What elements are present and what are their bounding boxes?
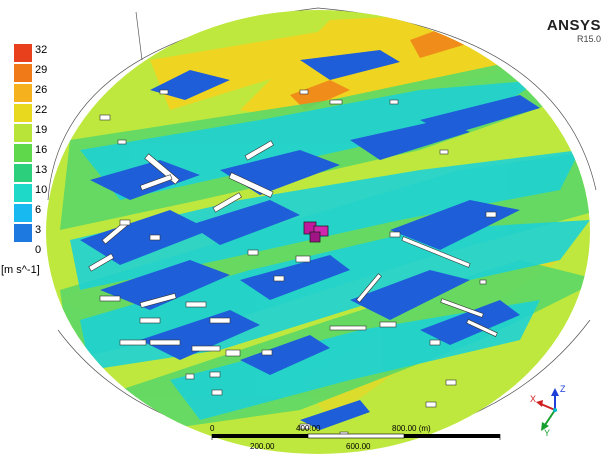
legend-tick: 26 bbox=[35, 84, 48, 96]
axis-y-label: Y bbox=[544, 428, 551, 438]
buildings bbox=[88, 89, 498, 437]
legend-swatch-9 bbox=[14, 224, 32, 242]
scale-label-top: 0 bbox=[210, 424, 215, 433]
scale-label-top: 400.00 bbox=[296, 424, 321, 433]
legend-swatch-2 bbox=[14, 84, 32, 102]
legend-swatch-8 bbox=[14, 204, 32, 222]
legend-swatch-3 bbox=[14, 104, 32, 122]
scale-label-bottom: 600.00 bbox=[346, 442, 371, 451]
legend-swatch-4 bbox=[14, 124, 32, 142]
legend-tick: 22 bbox=[35, 104, 48, 116]
legend-tick: 0 bbox=[35, 244, 42, 256]
legend-tick: 6 bbox=[35, 204, 42, 216]
logo-version: R15.0 bbox=[576, 34, 601, 44]
scale-label-top: 800.00 (m) bbox=[392, 424, 431, 433]
velocity-legend: 32 29 26 22 19 16 13 10 6 3 0 bbox=[8, 44, 68, 276]
domain-edge-line bbox=[135, 11, 143, 61]
slow-wakes bbox=[80, 50, 540, 430]
ansys-logo: ANSYS R15.0 bbox=[546, 17, 601, 45]
legend-swatch-1 bbox=[14, 64, 32, 82]
legend-tick: 29 bbox=[35, 64, 48, 76]
scale-bar bbox=[211, 433, 501, 440]
slow-bands bbox=[70, 80, 590, 420]
legend-tick: 3 bbox=[35, 224, 42, 236]
logo-text: ANSYS bbox=[546, 17, 601, 34]
legend-tick: 10 bbox=[35, 184, 48, 196]
legend-tick: 32 bbox=[35, 44, 48, 56]
legend-tick: 13 bbox=[35, 164, 48, 176]
legend-tick: 19 bbox=[35, 124, 48, 136]
legend-swatch-0 bbox=[14, 44, 32, 62]
axis-x-label: X bbox=[530, 394, 537, 404]
legend-swatch-6 bbox=[14, 164, 32, 182]
axis-triad bbox=[536, 388, 559, 431]
scale-label-bottom: 200.00 bbox=[250, 442, 275, 451]
legend-swatch-5 bbox=[14, 144, 32, 162]
target-building bbox=[303, 221, 329, 243]
domain-boundary-top bbox=[47, 7, 597, 201]
axis-z-label: Z bbox=[560, 384, 566, 394]
legend-swatch-7 bbox=[14, 184, 32, 202]
legend-unit: [m s^-1] bbox=[1, 264, 40, 276]
legend-tick: 16 bbox=[35, 144, 48, 156]
